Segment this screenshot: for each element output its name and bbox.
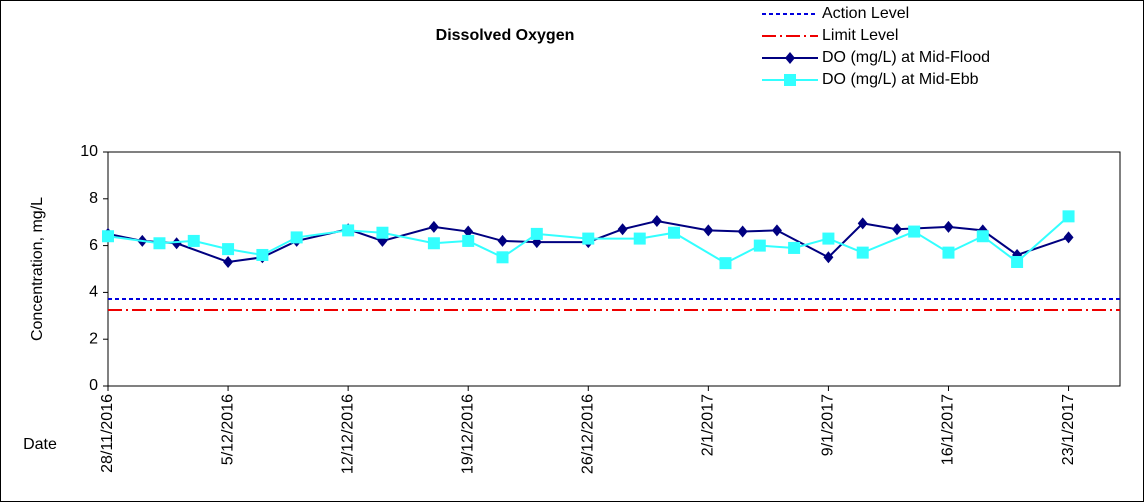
point [530,227,543,240]
point [788,241,801,254]
point [463,225,474,238]
x-tick-label: 19/12/2016 [459,394,476,474]
point [908,225,921,238]
y-tick-label: 4 [89,284,98,301]
y-tick-label: 8 [89,190,98,207]
legend-marker [785,52,795,64]
point [1011,255,1024,268]
point [187,234,200,247]
x-tick-label: 9/1/2017 [820,394,837,456]
point [428,220,439,233]
point [427,237,440,250]
plot-area [107,151,1121,387]
point [892,223,903,236]
legend-label: Action Level [822,5,909,22]
x-tick-label: 16/1/2017 [940,394,957,465]
x-tick-label: 2/1/2017 [700,394,717,456]
y-tick-label: 2 [89,330,98,347]
point [823,251,834,264]
legend-label: DO (mg/L) at Mid-Ebb [822,71,979,88]
y-tick-label: 0 [89,377,98,394]
point [943,220,954,233]
x-tick-label: 28/11/2016 [99,394,116,473]
point [290,231,303,244]
chart-title: Dissolved Oxygen [436,27,575,44]
point [737,225,748,238]
x-axis-label: Date [23,436,57,453]
point [342,224,355,237]
point [223,255,234,268]
x-tick-label: 5/12/2016 [219,394,236,465]
point [857,217,868,230]
point [376,226,389,239]
point [651,215,662,228]
x-tick-label: 26/12/2016 [579,394,596,474]
point [703,224,714,237]
point [771,224,782,237]
y-axis-label: Concentration, mg/L [29,197,46,341]
point [668,226,681,239]
point [222,243,235,256]
legend-marker [784,74,796,86]
point [719,257,732,270]
point [462,234,475,247]
point [497,234,508,247]
point [822,232,835,245]
point [617,223,628,236]
point [1062,210,1075,223]
y-tick-label: 6 [89,237,98,254]
point [633,232,646,245]
legend-label: DO (mg/L) at Mid-Flood [822,49,990,66]
point [153,237,166,250]
point [856,246,869,259]
point [582,232,595,245]
point [976,230,989,243]
point [171,237,182,250]
point [1063,231,1074,244]
point [256,248,269,261]
legend-label: Limit Level [822,27,898,44]
point [942,246,955,259]
x-tick-label: 23/1/2017 [1060,394,1077,465]
point [102,230,114,243]
x-tick-label: 12/12/2016 [339,394,356,474]
point [753,239,766,252]
point [496,251,509,264]
y-tick-label: 10 [80,143,98,160]
